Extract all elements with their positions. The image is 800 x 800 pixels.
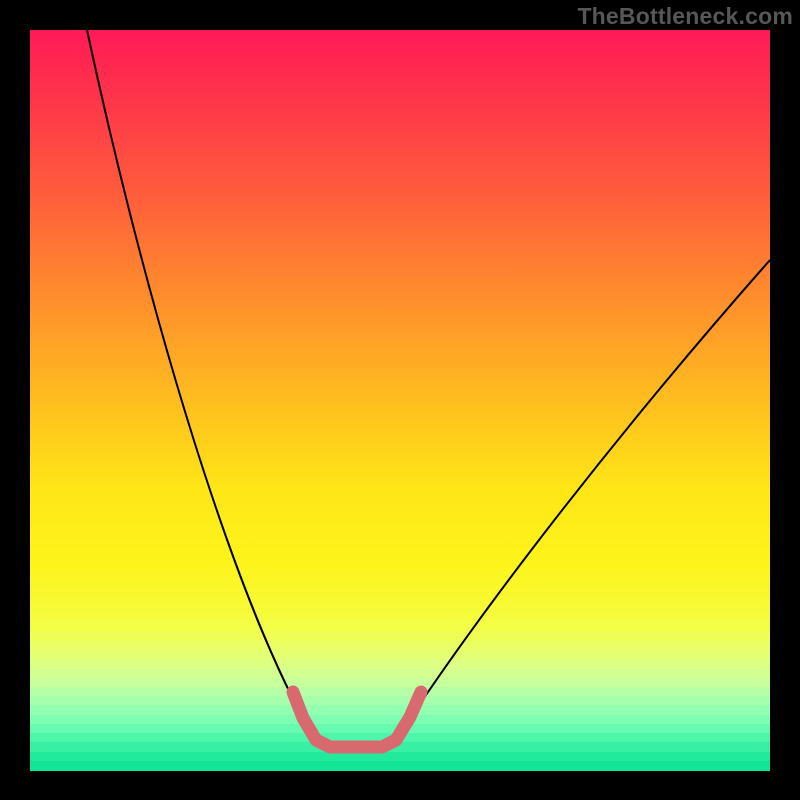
chart-frame: TheBottleneck.com <box>0 0 800 800</box>
trough-marker <box>293 692 421 747</box>
bottleneck-curve <box>87 30 770 746</box>
plot-area <box>30 30 770 770</box>
watermark-text: TheBottleneck.com <box>577 3 793 30</box>
chart-svg <box>0 0 800 800</box>
